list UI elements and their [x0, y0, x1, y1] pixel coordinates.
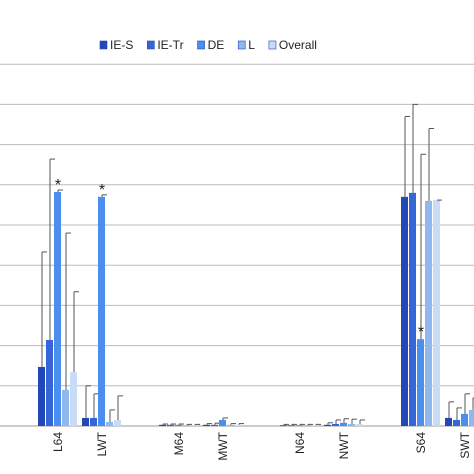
bar — [54, 192, 61, 426]
error-bar — [315, 423, 321, 426]
bar — [469, 409, 474, 426]
error-bar — [170, 423, 176, 425]
bar — [296, 425, 303, 426]
error-bar — [404, 115, 410, 197]
annotation: * — [99, 182, 105, 199]
error-bar — [230, 423, 236, 425]
error-bar — [186, 423, 192, 426]
error-bar — [448, 401, 454, 418]
legend-swatch — [237, 40, 246, 50]
bar — [409, 192, 416, 426]
legend-label: DE — [208, 38, 225, 52]
error-bar — [299, 423, 305, 426]
error-bar — [222, 417, 228, 420]
bar — [227, 424, 234, 426]
legend-label: Overall — [279, 38, 317, 52]
bar — [203, 424, 210, 426]
bar — [433, 200, 440, 426]
error-bar — [335, 419, 341, 424]
x-tick-label: L64 — [51, 432, 65, 452]
legend-label: IE-Tr — [157, 38, 183, 52]
bar — [324, 424, 331, 426]
bar — [288, 425, 295, 426]
bar — [280, 425, 287, 426]
x-tick-label: SWT — [458, 431, 472, 458]
x-tick-label: M64 — [172, 432, 186, 456]
bar — [219, 419, 226, 426]
error-bar — [57, 189, 63, 193]
legend-label: L — [248, 38, 255, 52]
bar — [46, 339, 53, 426]
bar — [348, 423, 355, 426]
x-tick-label: N64 — [293, 432, 307, 454]
x-tick-label: NWT — [337, 431, 351, 459]
x-tick-label: S64 — [414, 432, 428, 454]
error-bar — [206, 423, 212, 425]
bar — [445, 417, 452, 426]
error-bar — [101, 194, 107, 197]
error-bar — [194, 423, 200, 426]
bar — [106, 421, 113, 426]
error-bar — [327, 422, 333, 425]
bar — [211, 424, 218, 426]
bar — [175, 424, 182, 426]
bar — [38, 366, 45, 426]
legend-swatch — [268, 40, 277, 50]
bar — [461, 413, 468, 426]
error-bar — [359, 419, 365, 424]
error-bar — [73, 291, 79, 373]
error-bar — [65, 232, 71, 390]
bar — [312, 425, 319, 426]
error-bar — [412, 103, 418, 193]
annotation: * — [55, 177, 61, 194]
bar — [235, 424, 242, 426]
bar — [98, 196, 105, 426]
error-bar — [178, 423, 184, 425]
legend-swatch — [197, 40, 205, 50]
x-tick-label: MWT — [216, 431, 230, 460]
error-bar — [41, 251, 47, 367]
error-bar — [109, 409, 115, 422]
bar — [114, 419, 121, 426]
error-bar — [343, 418, 349, 423]
bar — [159, 424, 166, 426]
bar — [340, 422, 347, 426]
error-bar — [291, 423, 297, 426]
bar — [70, 372, 77, 426]
bar — [82, 417, 89, 426]
bar — [453, 419, 460, 426]
legend-swatch — [147, 40, 155, 50]
bar — [183, 425, 190, 426]
bar — [332, 423, 339, 426]
bar — [191, 425, 198, 426]
error-bar — [464, 393, 470, 414]
bar — [356, 423, 363, 426]
error-bar — [238, 423, 244, 425]
bar — [62, 389, 69, 426]
bar — [304, 425, 311, 426]
error-bar — [307, 423, 313, 426]
error-bar — [351, 418, 357, 424]
error-bar — [162, 423, 168, 425]
error-bar — [85, 385, 91, 418]
legend-swatch — [99, 40, 108, 50]
bar — [90, 417, 97, 426]
legend-label: IE-S — [110, 38, 133, 52]
bar — [425, 200, 432, 426]
error-bar — [117, 395, 123, 420]
bar — [167, 424, 174, 426]
annotation: * — [418, 324, 424, 341]
error-bar — [49, 158, 55, 340]
error-bar — [420, 153, 426, 340]
error-bar — [283, 423, 289, 426]
x-tick-label: LWT — [95, 431, 109, 456]
bar — [417, 339, 424, 426]
bar — [401, 196, 408, 426]
error-bar — [428, 128, 434, 201]
error-bar — [456, 407, 462, 420]
